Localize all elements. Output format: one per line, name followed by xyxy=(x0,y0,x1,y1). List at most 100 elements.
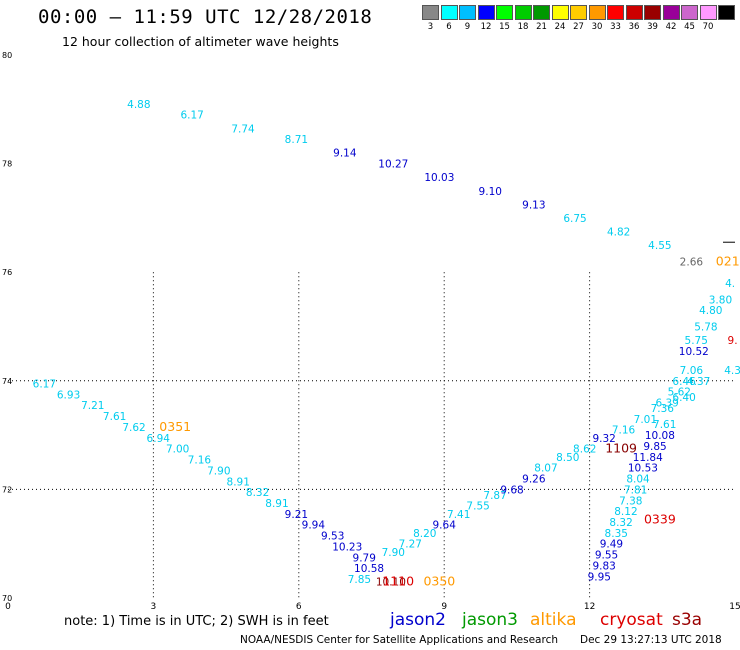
data-label: 10.23 xyxy=(332,541,362,553)
y-tick-label: 74 xyxy=(2,377,12,386)
x-tick-label: 9 xyxy=(441,602,447,612)
data-label: 2.66 xyxy=(680,256,704,268)
y-tick-label: 72 xyxy=(2,485,12,494)
data-label: 6.94 xyxy=(147,433,171,445)
data-label: 11.84 xyxy=(633,452,663,464)
data-label: 9.68 xyxy=(500,484,523,496)
data-label: 7.38 xyxy=(619,495,642,507)
data-label: 10.53 xyxy=(628,463,658,475)
data-label: 7.85 xyxy=(348,574,371,586)
scale-label-45: 45 xyxy=(684,22,695,32)
data-label: 4. xyxy=(725,278,735,290)
data-label: 8.50 xyxy=(556,452,579,464)
data-label: 4.3 xyxy=(724,365,740,377)
data-label: 4.37 xyxy=(687,376,710,388)
scale-label-9: 9 xyxy=(464,22,471,32)
y-tick-label: 70 xyxy=(2,594,12,603)
scale-swatch-15 xyxy=(496,5,513,20)
data-label: 7.00 xyxy=(166,444,189,456)
data-label: 7.62 xyxy=(122,422,145,434)
data-label: 7.01 xyxy=(634,414,657,426)
data-label: 9.55 xyxy=(595,550,618,562)
data-label: 9.32 xyxy=(592,433,615,445)
x-tick-label: 0 xyxy=(5,602,11,612)
scale-swatch-27 xyxy=(570,5,587,20)
data-label: 7.55 xyxy=(466,501,489,513)
data-label: 7.16 xyxy=(612,425,636,437)
y-tick-label: 78 xyxy=(2,160,12,169)
data-label: 7.21 xyxy=(81,400,104,412)
data-label: 7.81 xyxy=(624,484,647,496)
data-label: 9.26 xyxy=(522,474,546,486)
scale-label-30: 30 xyxy=(591,22,603,32)
scale-label-24: 24 xyxy=(554,22,566,32)
footer-note: note: 1) Time is in UTC; 2) SWH is in fe… xyxy=(64,614,329,629)
data-label: 1110 xyxy=(382,574,414,589)
scale-label-15: 15 xyxy=(499,22,510,32)
x-tick-label: 3 xyxy=(151,602,157,612)
data-label: 8.04 xyxy=(626,474,650,486)
satellite-label-jason3: jason3 xyxy=(462,610,518,630)
data-label: 4.55 xyxy=(648,240,671,252)
data-label: 9. xyxy=(728,335,738,347)
data-label: 9.14 xyxy=(333,148,357,160)
scale-swatch-21 xyxy=(533,5,550,20)
data-label: 5.78 xyxy=(694,322,717,334)
satellite-label-jason2: jason2 xyxy=(390,610,446,630)
data-label: 8.91 xyxy=(265,498,288,510)
data-label: 9.10 xyxy=(479,186,502,198)
data-label: 0350 xyxy=(423,574,455,589)
scale-swatch-max xyxy=(718,5,735,20)
data-label: 8.20 xyxy=(413,528,436,540)
data-label: 9.49 xyxy=(600,539,623,551)
data-label: 4.82 xyxy=(607,226,630,238)
scale-label-3: 3 xyxy=(427,22,434,32)
scale-swatch-70 xyxy=(699,5,717,20)
scale-swatch-12 xyxy=(477,5,495,20)
scale-label-21: 21 xyxy=(536,22,547,32)
data-label: 9.13 xyxy=(522,199,545,211)
scale-label-18: 18 xyxy=(517,22,529,32)
data-label: 10.58 xyxy=(354,563,384,575)
data-label: 10.10 xyxy=(376,577,406,589)
x-tick-label: 12 xyxy=(584,602,595,612)
data-label: 8.12 xyxy=(614,506,637,518)
data-label: 4.80 xyxy=(699,305,722,317)
data-label: 7.16 xyxy=(188,455,212,467)
data-label: 1109 xyxy=(605,441,637,456)
scale-label-42: 42 xyxy=(665,22,677,32)
credit-line: NOAA/NESDIS Center for Satellite Applica… xyxy=(240,634,558,646)
data-label: 6.40 xyxy=(672,392,695,404)
scale-swatch-24 xyxy=(551,5,569,20)
satellite-label-altika: altika xyxy=(530,610,577,630)
data-label: 7.06 xyxy=(680,365,704,377)
data-label: 10.03 xyxy=(424,172,454,184)
data-label: 9.85 xyxy=(643,441,666,453)
data-label: 6.39 xyxy=(655,398,678,410)
scale-swatch-36 xyxy=(625,5,643,20)
data-label: 6.75 xyxy=(563,213,586,225)
data-label: 7.90 xyxy=(382,547,405,559)
data-label: 8.91 xyxy=(227,476,250,488)
data-label: 021 xyxy=(716,253,740,268)
data-label: 9.64 xyxy=(433,520,457,532)
y-tick-label: 80 xyxy=(2,51,12,60)
data-label: 0351 xyxy=(159,419,191,434)
data-label: 7.36 xyxy=(651,403,675,415)
data-label: 7.27 xyxy=(399,539,422,551)
scale-label-39: 39 xyxy=(647,22,658,32)
x-tick-label: 15 xyxy=(729,602,740,612)
data-label: 7.61 xyxy=(653,419,676,431)
scale-swatch-42 xyxy=(662,5,680,20)
satellite-label-s3a: s3a xyxy=(672,610,703,630)
page-title: 00:00 – 11:59 UTC 12/28/2018 xyxy=(38,6,373,28)
scale-label-27: 27 xyxy=(573,22,584,32)
data-label: 6.93 xyxy=(57,389,80,401)
data-label: 7.87 xyxy=(483,490,506,502)
scale-swatch-30 xyxy=(588,5,606,20)
data-label: 10.08 xyxy=(645,430,675,442)
data-label: 10.52 xyxy=(679,346,709,358)
data-label: 6.17 xyxy=(33,379,56,391)
data-label: 9.95 xyxy=(588,571,611,583)
